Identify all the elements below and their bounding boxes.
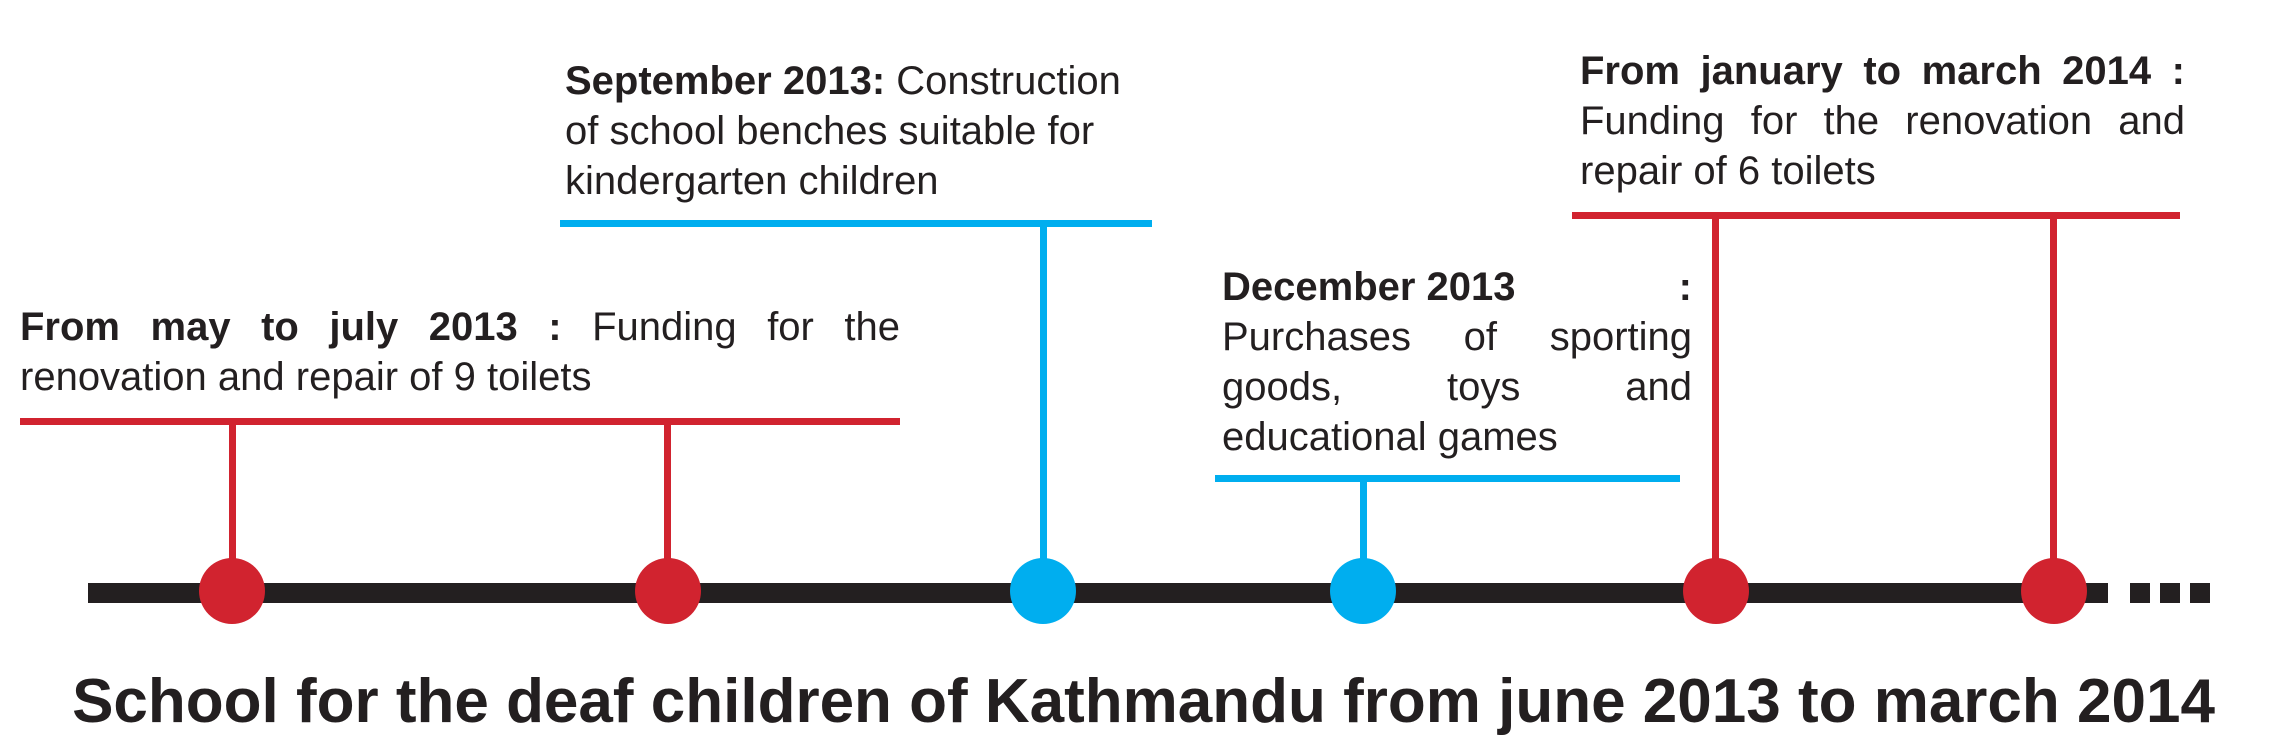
event-4-text: Funding for the renovation and repair of… xyxy=(1580,99,2185,193)
timeline-axis xyxy=(88,583,2108,603)
event-4-stem xyxy=(1712,212,1719,588)
event-2-stem xyxy=(1040,220,1047,588)
event-1-marker xyxy=(199,558,265,624)
event-4-marker xyxy=(2021,558,2087,624)
event-2-connector xyxy=(560,220,1152,624)
event-3-text: Purchases of sporting goods, toys and ed… xyxy=(1222,315,1692,459)
event-2-label: September 2013: xyxy=(565,59,886,103)
event-1-stem xyxy=(664,418,671,588)
event-3-stem xyxy=(1360,475,1367,588)
event-1-label: From may to july 2013 : xyxy=(20,305,562,349)
event-1-bar xyxy=(20,418,900,425)
event-2-bar xyxy=(560,220,1152,227)
event-2-description: September 2013: Construction of school b… xyxy=(565,56,1160,206)
event-1-stem xyxy=(229,418,236,588)
event-3-description: December 2013: Purchases of sporting goo… xyxy=(1222,262,1692,462)
event-4-bar xyxy=(1572,212,2180,219)
event-3-marker xyxy=(1330,558,1396,624)
continuation-dot xyxy=(2190,583,2210,603)
event-4-connector xyxy=(1572,212,2180,624)
event-3-separator: : xyxy=(1678,265,1692,309)
event-1-description: From may to july 2013 : Funding for the … xyxy=(20,302,900,402)
event-1-connector xyxy=(20,418,900,624)
event-3-bar xyxy=(1215,475,1680,482)
event-4-stem xyxy=(2050,212,2057,588)
event-2-text: Construction of school benches suitable … xyxy=(565,59,1121,203)
event-3-label: December 2013 xyxy=(1222,265,1516,309)
event-3-connector xyxy=(1215,475,1680,624)
event-1-text: Funding for the renovation and repair of… xyxy=(20,305,900,399)
event-4-marker xyxy=(1683,558,1749,624)
event-1-marker xyxy=(635,558,701,624)
event-2-marker xyxy=(1010,558,1076,624)
continuation-dot xyxy=(2130,583,2150,603)
event-4-label: From january to march 2014 : xyxy=(1580,49,2185,93)
event-3-heading: December 2013: xyxy=(1222,262,1692,312)
event-4-description: From january to march 2014 : Funding for… xyxy=(1580,46,2185,196)
continuation-dot xyxy=(2160,583,2180,603)
page-title: School for the deaf children of Kathmand… xyxy=(72,667,2215,736)
